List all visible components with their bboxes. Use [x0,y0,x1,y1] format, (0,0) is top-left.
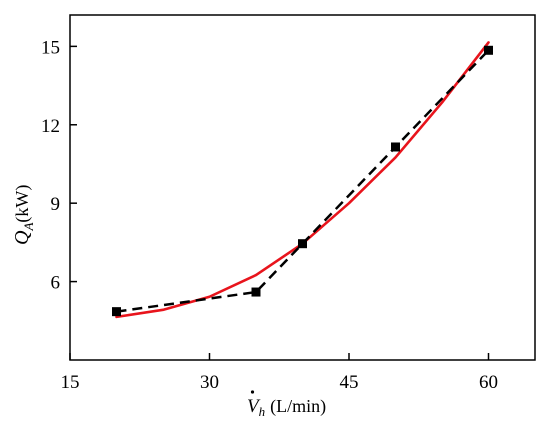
y-tick-label: 6 [51,273,61,294]
y-tick-label: 9 [51,194,61,215]
data-point-marker [391,142,400,152]
y-tick-label: 15 [41,37,60,58]
data-point-marker [251,287,261,297]
x-axis-label: Vh (L/min) [247,396,326,419]
data-point-marker [298,239,307,249]
measured-line [116,49,490,313]
flow-rate-dot-symbol [250,390,255,394]
tick-labels: 15 30 45 60 6 9 12 15 [41,37,498,393]
y-tick-label: 12 [41,116,60,137]
data-point-marker [112,307,121,317]
x-tick-label: 30 [200,372,219,393]
data-point-marker [484,45,493,55]
axis-ticks [69,45,490,360]
x-tick-label: 60 [479,372,498,393]
data-series [112,41,493,319]
plot-frame [69,14,536,361]
x-tick-label: 45 [340,372,359,393]
x-tick-label: 15 [61,372,80,393]
y-axis-label: QA(kW) [11,185,36,245]
fitted-curve [115,41,490,319]
